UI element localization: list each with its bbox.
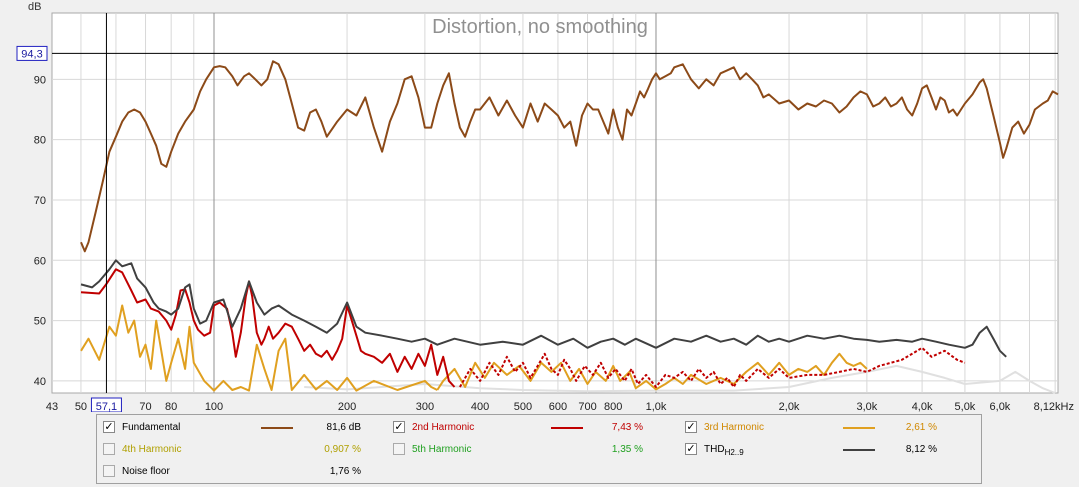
x-tick-label: 1,0k	[646, 401, 667, 412]
checkbox-thd[interactable]: ✓	[685, 442, 697, 455]
legend-item-3rd-harmonic[interactable]: ✓ 3rd Harmonic 2,61 %	[685, 420, 975, 436]
legend-item-fundamental[interactable]: ✓ Fundamental 81,6 dB	[103, 420, 383, 436]
legend-swatch-fundamental	[261, 427, 293, 429]
x-tick-label: 300	[416, 401, 434, 412]
legend-label-noise-floor: Noise floor	[122, 466, 170, 477]
series-line-noise-floor	[304, 364, 1056, 394]
legend-value-noise-floor: 1,76 %	[329, 466, 361, 477]
y-axis-unit: dB	[28, 1, 41, 13]
legend-value-2nd-harmonic: 7,43 %	[611, 422, 643, 433]
checkbox-2nd-harmonic[interactable]: ✓	[393, 420, 405, 433]
legend-swatch-thd	[843, 449, 875, 451]
series-line-thd-h2-9	[80, 259, 1007, 358]
legend-swatch-2nd-harmonic	[551, 427, 583, 429]
legend-value-5th-harmonic: 1,35 %	[611, 444, 643, 455]
legend-item-noise-floor[interactable]: Noise floor 1,76 %	[103, 464, 383, 480]
y-tick-label: 50	[34, 316, 46, 328]
x-tick-label: 700	[578, 401, 596, 412]
checkbox-5th-harmonic[interactable]	[393, 443, 405, 455]
legend-item-5th-harmonic[interactable]: 5th Harmonic 1,35 %	[393, 442, 673, 458]
series-line-2nd-harmonic	[80, 268, 456, 388]
y-tick-label: 40	[34, 376, 46, 388]
x-tick-label: 100	[205, 401, 223, 412]
legend-value-fundamental: 81,6 dB	[326, 422, 361, 433]
chart-title: Distortion, no smoothing	[432, 16, 648, 38]
x-tick-label: 3,0k	[856, 401, 877, 412]
thd-label-subscript: H2..9	[724, 448, 744, 457]
distortion-chart[interactable]: 40 50 60 70 80 90 43 50 70 80 100 200 300 400 500 600 7…	[0, 0, 1079, 412]
y-tick-label: 80	[34, 135, 46, 147]
series-line-2nd-harmonic-dashed-band	[459, 346, 966, 388]
legend-label-4th-harmonic: 4th Harmonic	[122, 444, 182, 455]
x-tick-label: 70	[139, 401, 151, 412]
legend-label-3rd-harmonic: 3rd Harmonic	[704, 422, 765, 433]
legend-item-2nd-harmonic[interactable]: ✓ 2nd Harmonic 7,43 %	[393, 420, 673, 436]
x-tick-label: 600	[549, 401, 567, 412]
series-line-fundamental	[80, 60, 1059, 253]
x-tick-label: 43	[46, 401, 58, 412]
legend-item-thd[interactable]: ✓ THDH2..9 8,12 %	[685, 442, 975, 458]
x-tick-label: 200	[338, 401, 356, 412]
x-tick-label: 8,12kHz	[1034, 401, 1074, 412]
x-tick-label: 800	[604, 401, 622, 412]
x-tick-label: 50	[75, 401, 87, 412]
checkbox-3rd-harmonic[interactable]: ✓	[685, 420, 697, 433]
y-tick-label: 70	[34, 195, 46, 207]
series-line-3rd-harmonic	[80, 304, 438, 392]
x-tick-label: 80	[165, 401, 177, 412]
x-tick-label: 400	[471, 401, 489, 412]
x-tick-label: 4,0k	[912, 401, 933, 412]
cursor-y-readout-box	[16, 45, 48, 61]
plot-area	[51, 12, 1059, 394]
thd-label-text: THD	[704, 444, 725, 455]
legend-swatch-3rd-harmonic	[843, 427, 875, 429]
legend-label-fundamental: Fundamental	[122, 422, 181, 433]
series-line-3rd-harmonic-upper-band	[436, 352, 868, 391]
x-tick-label: 6,0k	[990, 401, 1011, 412]
y-tick-label: 90	[34, 74, 46, 86]
legend-value-thd: 8,12 %	[905, 444, 937, 455]
y-tick-label: 60	[34, 255, 46, 267]
checkbox-noise-floor[interactable]	[103, 465, 115, 477]
cursor-y-readout: 94,3	[21, 48, 42, 60]
legend-value-4th-harmonic: 0,907 %	[324, 444, 361, 455]
x-tick-label: 500	[514, 401, 532, 412]
x-tick-label: 5,0k	[955, 401, 976, 412]
legend-label-5th-harmonic: 5th Harmonic	[412, 444, 472, 455]
legend-value-3rd-harmonic: 2,61 %	[905, 422, 937, 433]
checkbox-4th-harmonic[interactable]	[103, 443, 115, 455]
cursor-x-readout: 57,1	[96, 401, 117, 412]
legend-label-thd: THDH2..9	[704, 442, 744, 461]
cursor-x-readout-box	[90, 397, 122, 412]
legend-item-4th-harmonic[interactable]: 4th Harmonic 0,907 %	[103, 442, 383, 458]
checkbox-fundamental[interactable]: ✓	[103, 420, 115, 433]
legend-label-2nd-harmonic: 2nd Harmonic	[412, 422, 475, 433]
x-tick-label: 2,0k	[779, 401, 800, 412]
legend-panel: ✓ Fundamental 81,6 dB ✓ 2nd Harmonic 7,4…	[96, 414, 982, 484]
